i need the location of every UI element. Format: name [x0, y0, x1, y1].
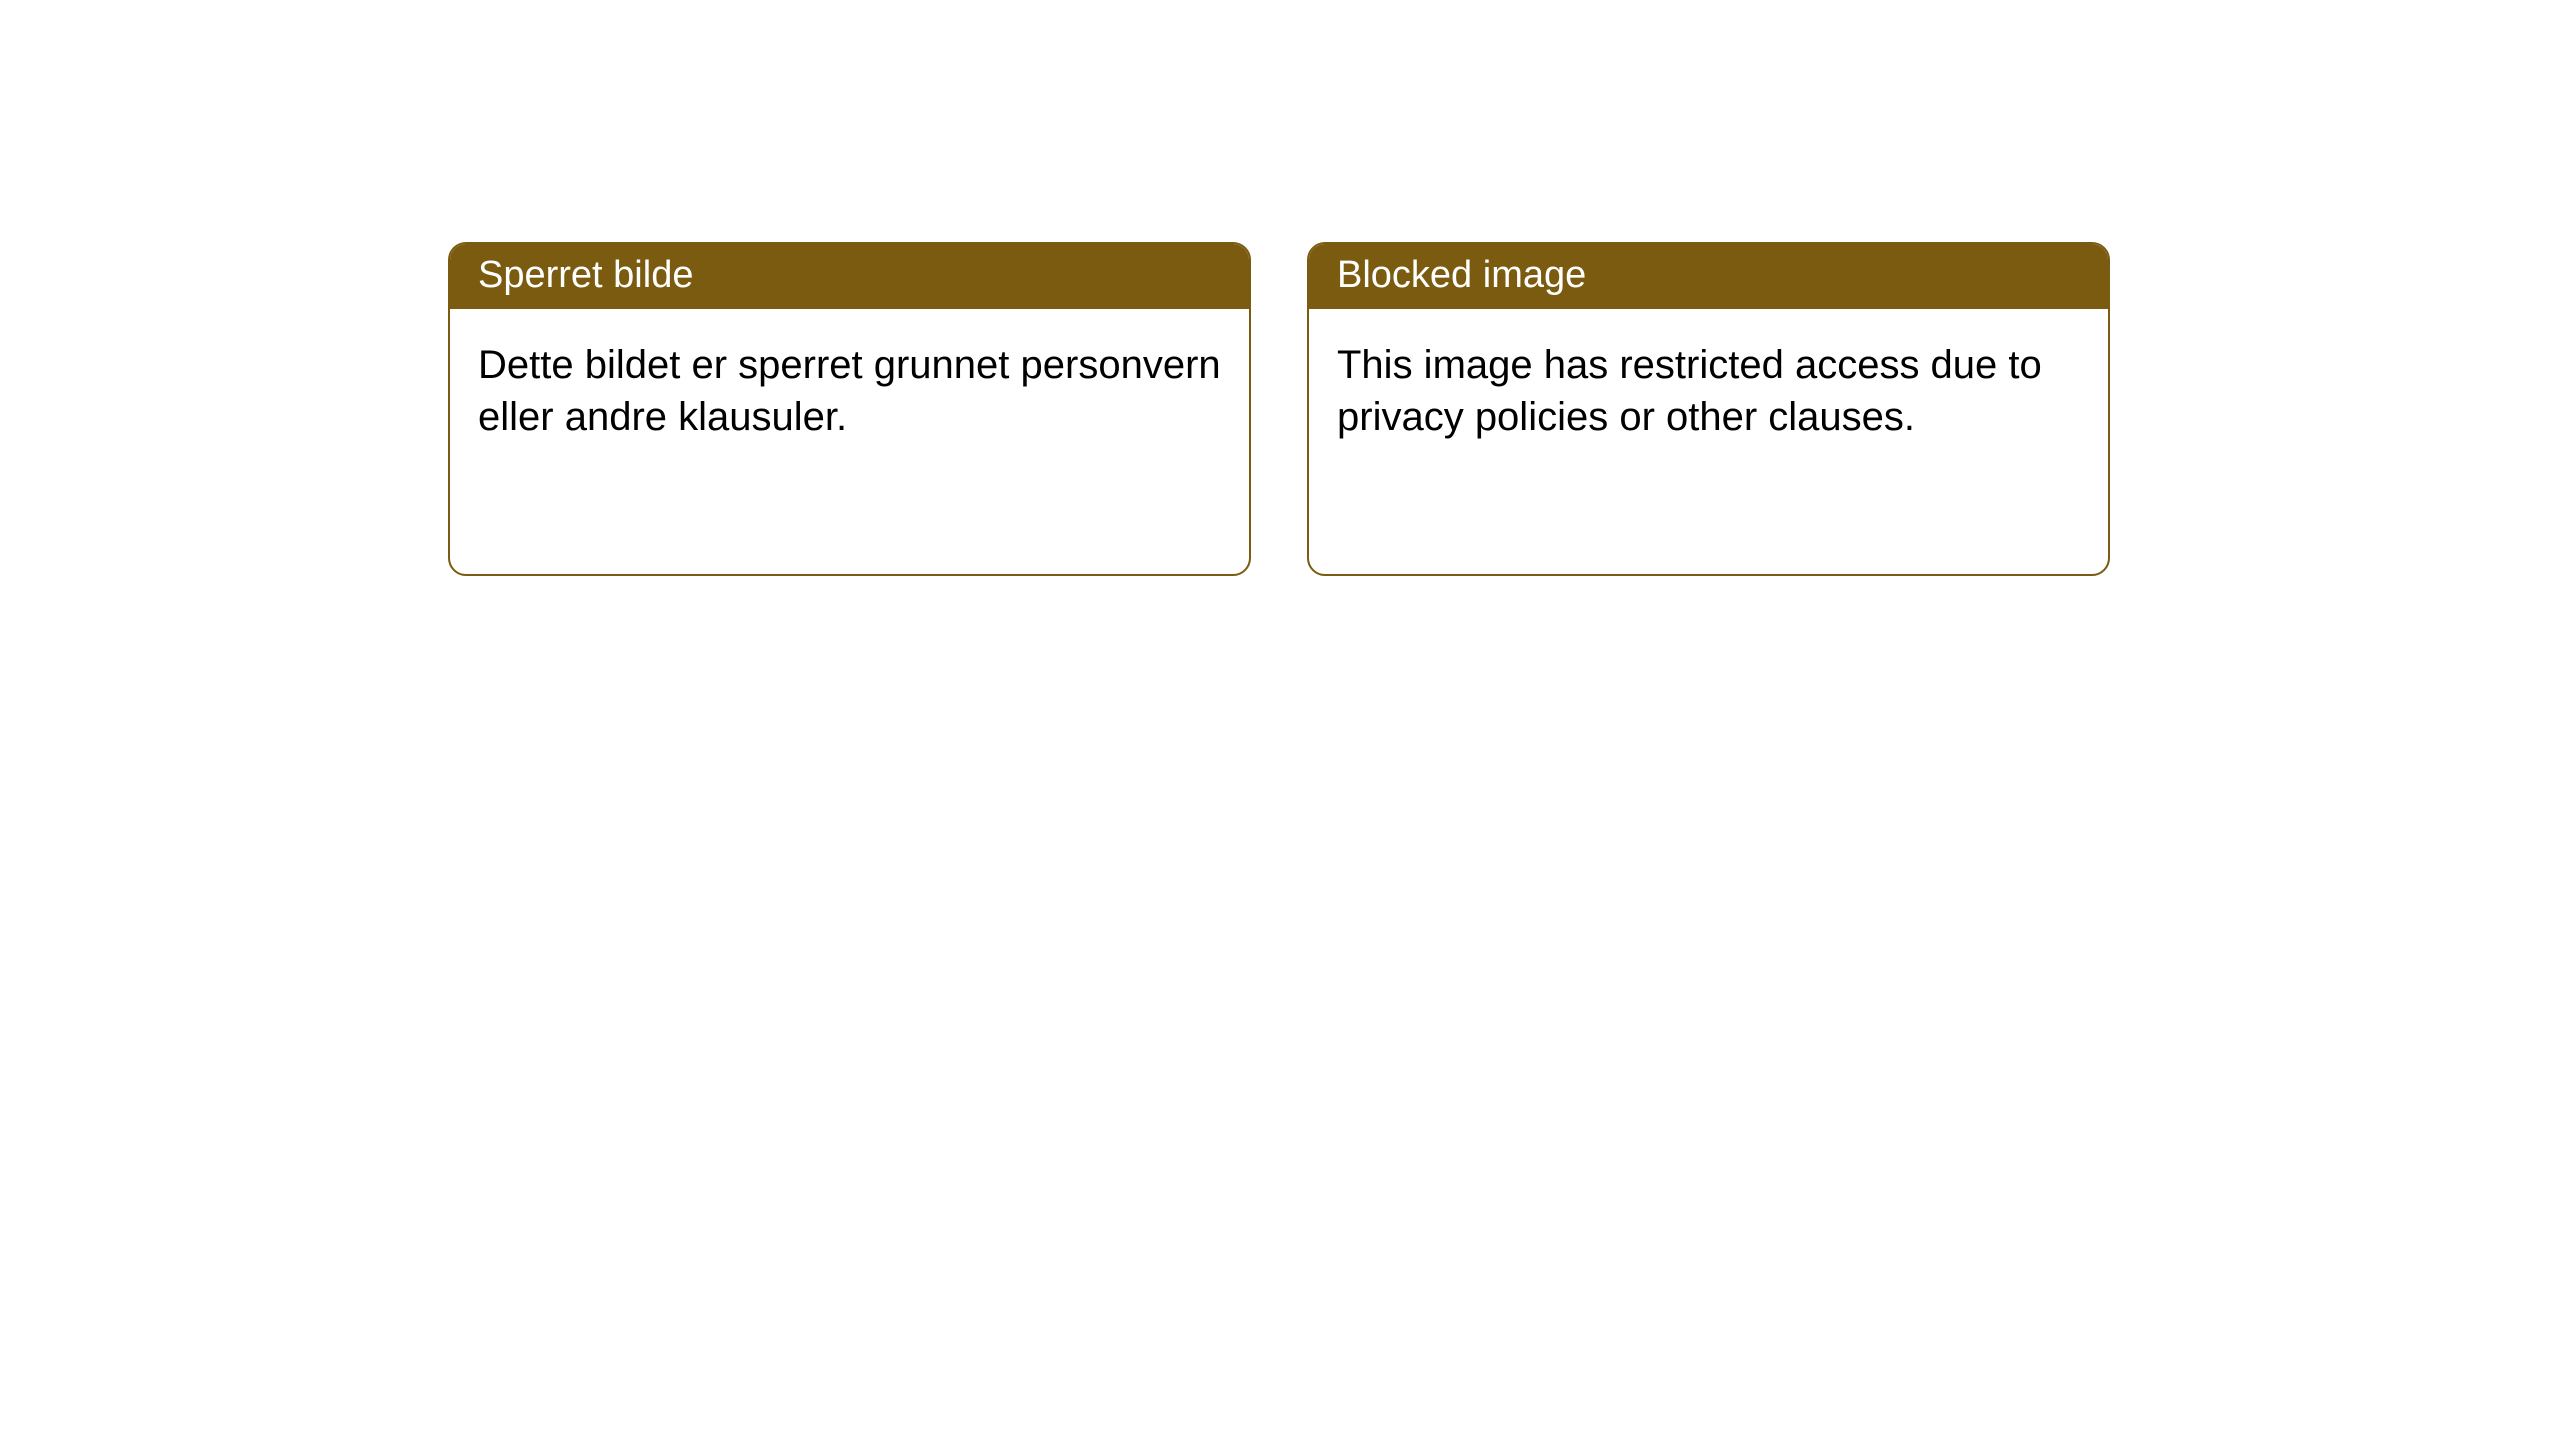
blocked-image-card-no: Sperret bilde Dette bildet er sperret gr…: [448, 242, 1251, 576]
card-body: This image has restricted access due to …: [1309, 309, 2108, 473]
card-header: Sperret bilde: [450, 244, 1249, 309]
blocked-image-card-en: Blocked image This image has restricted …: [1307, 242, 2110, 576]
card-body: Dette bildet er sperret grunnet personve…: [450, 309, 1249, 473]
card-header: Blocked image: [1309, 244, 2108, 309]
cards-container: Sperret bilde Dette bildet er sperret gr…: [448, 242, 2110, 576]
